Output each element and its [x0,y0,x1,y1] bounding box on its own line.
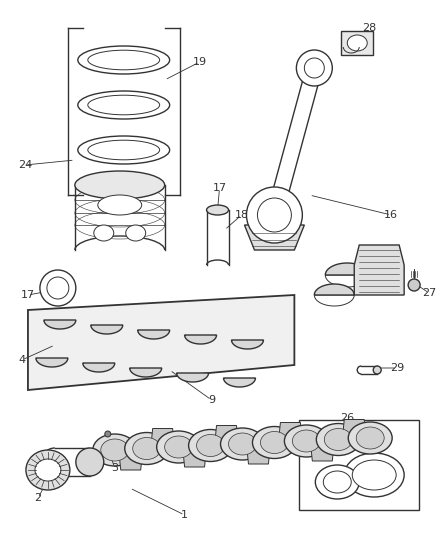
Ellipse shape [297,50,332,86]
Ellipse shape [293,430,320,452]
Ellipse shape [133,438,161,459]
Ellipse shape [125,432,169,464]
Text: 1: 1 [181,510,188,520]
Polygon shape [325,275,369,287]
Polygon shape [244,225,304,250]
Ellipse shape [157,431,201,463]
Polygon shape [28,295,294,390]
Polygon shape [247,444,270,464]
Ellipse shape [88,50,160,70]
Ellipse shape [88,95,160,115]
Polygon shape [311,441,334,461]
Ellipse shape [229,433,257,455]
Ellipse shape [356,427,384,449]
Ellipse shape [105,431,111,437]
Polygon shape [91,325,123,334]
Ellipse shape [247,187,302,243]
Ellipse shape [88,140,160,160]
Ellipse shape [408,279,420,291]
Polygon shape [130,368,162,377]
Ellipse shape [165,436,193,458]
Text: 19: 19 [193,57,207,67]
Ellipse shape [126,225,146,241]
Ellipse shape [261,432,288,454]
Text: 2: 2 [34,493,42,503]
Polygon shape [183,447,207,467]
Polygon shape [342,419,366,440]
Text: 11: 11 [364,263,378,273]
Ellipse shape [373,366,381,374]
Ellipse shape [78,46,170,74]
Text: 18: 18 [234,210,248,220]
Polygon shape [36,358,68,367]
Polygon shape [354,245,404,295]
Ellipse shape [76,448,104,476]
Ellipse shape [47,277,69,299]
Ellipse shape [284,425,328,457]
Polygon shape [119,450,143,470]
Text: 29: 29 [390,363,404,373]
Text: 27: 27 [422,288,436,298]
Text: 17: 17 [21,290,35,300]
Polygon shape [177,373,208,382]
Ellipse shape [221,428,265,460]
Text: 28: 28 [362,23,376,33]
Polygon shape [215,425,239,446]
Polygon shape [184,335,216,344]
Text: 3: 3 [111,463,118,473]
Ellipse shape [316,424,360,456]
Ellipse shape [26,450,70,490]
Ellipse shape [197,434,225,456]
Ellipse shape [101,439,129,461]
Ellipse shape [315,465,359,499]
Ellipse shape [207,205,229,215]
Ellipse shape [75,171,165,199]
Ellipse shape [40,270,76,306]
Text: 24: 24 [18,160,32,170]
Polygon shape [314,295,354,306]
Text: 26: 26 [340,413,354,423]
Polygon shape [138,330,170,339]
Text: 16: 16 [384,210,398,220]
Ellipse shape [347,35,367,51]
Text: 17: 17 [212,183,226,193]
Ellipse shape [94,225,114,241]
Ellipse shape [93,434,137,466]
Ellipse shape [98,195,142,215]
Polygon shape [83,363,115,372]
Ellipse shape [304,58,324,78]
Polygon shape [232,340,263,349]
Ellipse shape [324,429,352,450]
Bar [299,420,419,510]
Text: 16: 16 [384,265,398,275]
Ellipse shape [35,459,61,481]
Text: 4: 4 [18,355,25,365]
Polygon shape [44,320,76,329]
Text: 9: 9 [208,395,215,405]
Polygon shape [279,423,302,442]
Ellipse shape [78,91,170,119]
Polygon shape [325,263,369,275]
Ellipse shape [258,198,291,232]
Polygon shape [151,429,175,448]
Polygon shape [341,31,373,55]
Ellipse shape [344,453,404,497]
Ellipse shape [78,136,170,164]
Ellipse shape [352,460,396,490]
Ellipse shape [189,430,233,462]
Ellipse shape [323,471,351,493]
Ellipse shape [252,426,297,458]
Ellipse shape [348,422,392,454]
Polygon shape [223,378,255,387]
Polygon shape [314,284,354,295]
